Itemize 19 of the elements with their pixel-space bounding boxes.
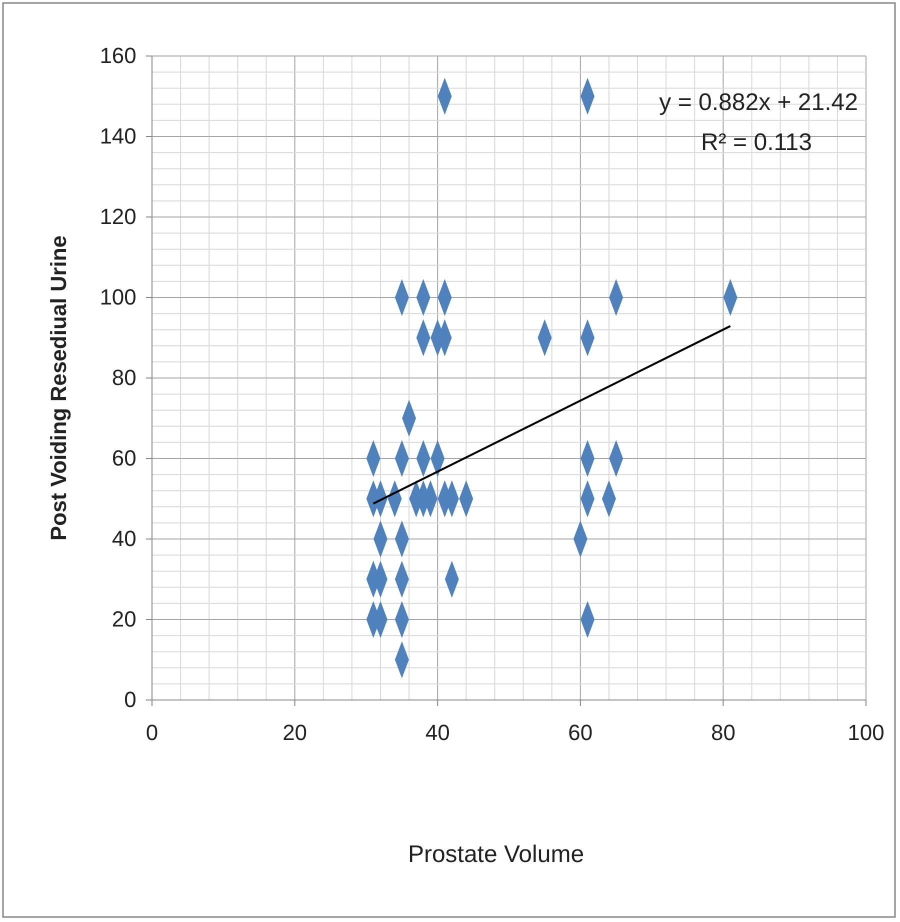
x-tick-label: 0: [146, 720, 158, 745]
y-tick-label: 0: [124, 687, 136, 712]
annotation: y = 0.882x + 21.42: [659, 89, 858, 116]
y-tick-label: 40: [112, 526, 136, 552]
y-tick-label: 60: [112, 446, 136, 471]
x-tick-label: 80: [710, 720, 736, 745]
y-tick-label: 20: [112, 606, 136, 632]
y-tick-label: 120: [100, 204, 136, 230]
x-tick-label: 20: [282, 720, 308, 745]
y-tick-label: 140: [100, 124, 136, 149]
y-tick-label: 100: [100, 284, 136, 310]
y-tick-label: 160: [100, 43, 136, 68]
x-tick-label: 40: [425, 720, 450, 745]
x-tick-label: 60: [568, 720, 593, 745]
y-tick-label: 80: [112, 365, 136, 390]
x-tick-label: 100: [848, 720, 884, 745]
x-axis-title: Prostate Volume: [408, 841, 584, 868]
y-axis-title: Post Voiding Resediual Urine: [46, 235, 71, 541]
annotation: R² = 0.113: [701, 129, 812, 156]
